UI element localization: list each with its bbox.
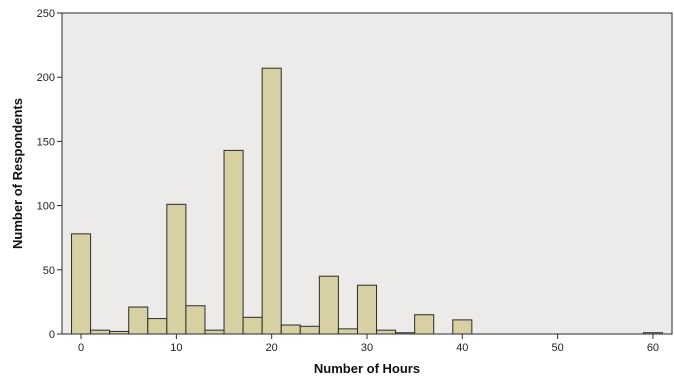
bar [337,328,358,335]
plot-area [61,12,673,335]
y-axis: 0 50 100 150 200 250 [37,8,63,341]
x-tick-label: 40 [456,342,468,354]
y-tick-label: 150 [37,136,55,148]
bar [204,329,225,335]
bars-group [71,67,663,335]
x-tick-label: 20 [266,342,278,354]
x-axis: 0 10 20 30 40 50 60 [62,333,672,354]
bar [90,329,111,335]
bar [376,329,397,335]
y-tick-label: 250 [37,8,55,20]
y-tick-label: 100 [37,201,55,213]
y-tick-label: 50 [43,265,55,277]
bar [452,319,473,335]
bar [318,275,339,335]
bar [128,306,149,335]
x-axis-title: Number of Hours [314,361,420,376]
bar [299,325,320,335]
y-axis-title: Number of Respondents [10,98,25,249]
x-tick-label: 30 [361,342,373,354]
bar [414,314,435,335]
x-tick-label: 50 [552,342,564,354]
x-tick-label: 0 [78,342,84,354]
y-tick-label: 200 [37,72,55,84]
x-tick-label: 10 [170,342,182,354]
bar [280,324,301,335]
bar [71,233,92,335]
bar [356,284,378,335]
bar [223,149,244,335]
bar [242,316,263,335]
bar [147,318,168,335]
bar [261,67,282,335]
bar [166,203,187,335]
x-tick-label: 60 [647,342,659,354]
y-tick-label: 0 [49,329,55,341]
bar [185,305,206,335]
